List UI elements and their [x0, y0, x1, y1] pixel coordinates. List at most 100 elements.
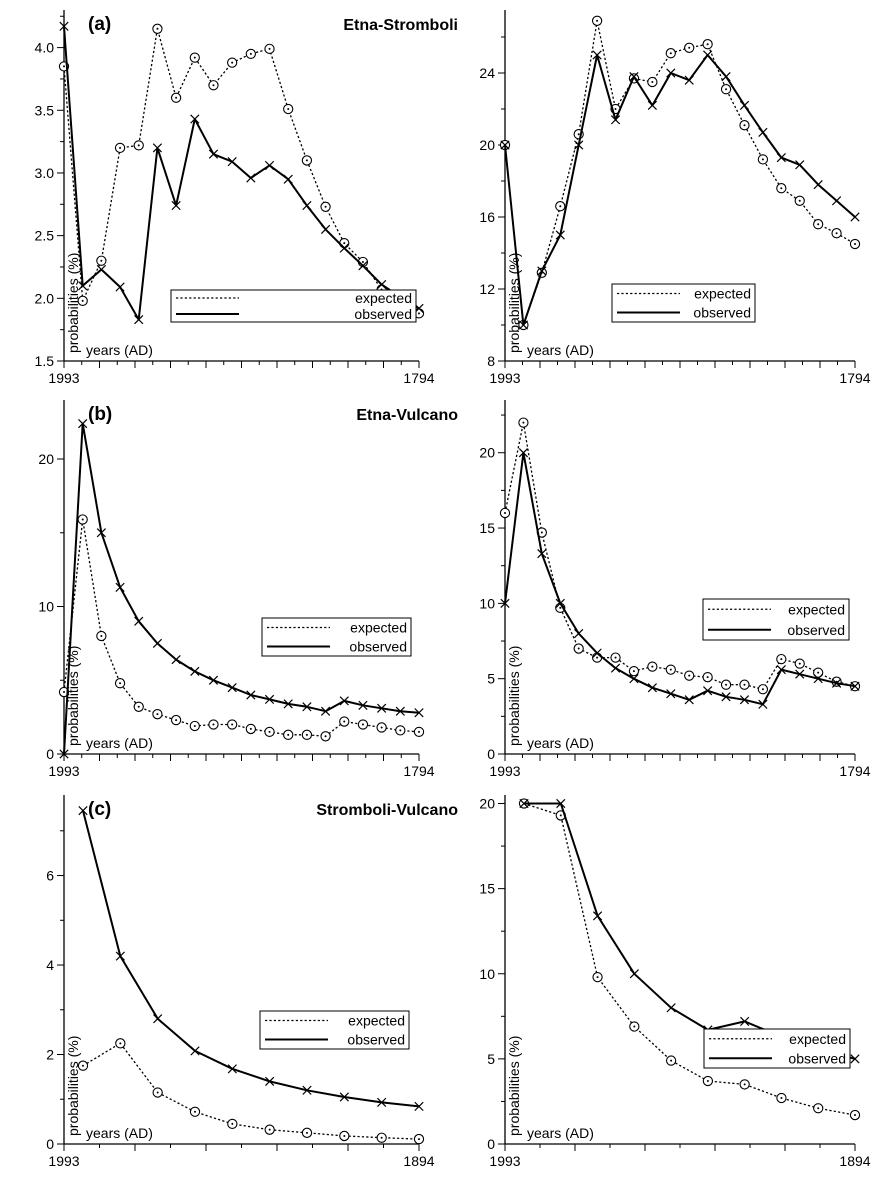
data-point-expected [757, 154, 769, 165]
data-point-observed [227, 1064, 237, 1074]
chart-panel-a-left: 1993 1794 1.5 2.0 2.5 3.0 3.5 4.0 probabilities … [35, 10, 458, 386]
data-point-expected [739, 1079, 750, 1090]
x-tick-label: 1794 [403, 370, 434, 386]
data-point-observed [610, 115, 621, 125]
data-point-observed [518, 320, 529, 330]
marker-dot [632, 670, 635, 673]
data-point-observed [556, 798, 566, 809]
y-tick-label: 15 [479, 881, 495, 897]
data-point-observed [519, 798, 529, 809]
data-point-expected [702, 39, 713, 50]
marker-dot [670, 1059, 673, 1062]
data-point-observed [592, 648, 602, 658]
legend: expected observed [611, 283, 756, 323]
y-tick-label: 2 [46, 1047, 54, 1063]
data-point-observed [227, 157, 237, 167]
data-point-observed [684, 695, 694, 705]
marker-dot [268, 1128, 271, 1131]
marker-dot [156, 1091, 159, 1094]
marker-dot [688, 46, 691, 49]
data-point-expected [114, 678, 126, 689]
panel-tag: (a) [88, 14, 111, 35]
marker-dot [706, 43, 709, 46]
data-point-observed [96, 528, 106, 538]
data-point-observed [813, 179, 823, 190]
marker-dot [817, 223, 820, 226]
data-point-expected [96, 630, 107, 642]
marker-dot [798, 662, 801, 665]
data-point-observed [152, 143, 163, 153]
data-point-expected [227, 719, 238, 730]
y-tick-label: 20 [479, 137, 495, 153]
data-point-observed [574, 628, 584, 639]
data-point-observed [96, 264, 106, 275]
data-point-observed [592, 911, 603, 921]
data-point-observed [647, 683, 657, 693]
data-point-expected [133, 701, 144, 712]
data-point-observed [610, 663, 621, 673]
y-tick-label: 1.5 [35, 353, 55, 369]
x-tick-label: 1993 [48, 370, 79, 386]
y-tick-label: 10 [479, 966, 495, 982]
data-point-expected [720, 679, 732, 690]
y-axis-title: probabilities (%) [506, 646, 522, 746]
data-point-observed [134, 315, 144, 325]
marker-dot [669, 668, 672, 671]
legend-label-observed: observed [788, 1050, 846, 1066]
data-point-observed [227, 683, 237, 693]
data-point-expected [776, 653, 787, 665]
x-tick-label: 1894 [839, 1153, 870, 1169]
data-point-observed [78, 281, 88, 291]
data-point-expected [339, 238, 350, 249]
x-axis-title: years (AD) [86, 342, 153, 358]
marker-dot [100, 259, 103, 262]
legend-label-expected: expected [694, 286, 751, 302]
data-point-observed [264, 694, 275, 705]
legend-box [259, 1010, 410, 1050]
data-point-expected [665, 1055, 677, 1066]
data-point-expected [413, 1133, 425, 1145]
data-point-expected [301, 155, 313, 166]
data-point-observed [339, 1092, 349, 1102]
data-point-observed [850, 681, 860, 691]
data-point-observed [190, 114, 200, 124]
data-point-expected [152, 1087, 163, 1098]
marker-dot [81, 299, 84, 302]
data-point-observed [320, 224, 331, 234]
data-point-observed [850, 1054, 860, 1064]
data-point-expected [555, 201, 566, 212]
marker-dot [268, 47, 271, 50]
data-point-expected [133, 140, 144, 151]
data-point-observed [283, 699, 293, 709]
y-axis-title: probabilities (%) [506, 253, 522, 353]
y-tick-label: 16 [479, 209, 495, 225]
x-axis-title: years (AD) [86, 1125, 153, 1141]
marker-dot [324, 205, 327, 208]
data-point-observed [78, 418, 88, 429]
data-point-expected [245, 723, 256, 735]
marker-dot [231, 1122, 234, 1125]
data-point-observed [171, 654, 181, 665]
x-axis-title: years (AD) [527, 1125, 594, 1141]
data-point-observed [740, 1016, 750, 1027]
marker-dot [156, 713, 159, 716]
data-point-observed [208, 675, 219, 685]
data-point-observed [776, 152, 786, 163]
marker-dot [559, 205, 562, 208]
legend: expected observed [703, 1028, 851, 1069]
marker-dot [63, 691, 65, 694]
series-line-observed [524, 802, 856, 1060]
data-point-expected [647, 661, 658, 672]
data-point-expected [813, 219, 824, 230]
data-point-observed [302, 702, 312, 712]
data-point-expected [592, 972, 603, 983]
marker-dot [399, 729, 402, 732]
marker-dot [780, 658, 783, 661]
data-point-observed [414, 708, 424, 718]
data-point-expected [628, 665, 640, 677]
data-point-observed [500, 598, 510, 608]
chart-panel-b-right: 1993 1794 0 5 10 15 20 probabilities (%) years (… [479, 400, 871, 779]
marker-dot [249, 52, 252, 55]
data-point-observed [115, 951, 125, 961]
marker-dot [380, 726, 383, 729]
